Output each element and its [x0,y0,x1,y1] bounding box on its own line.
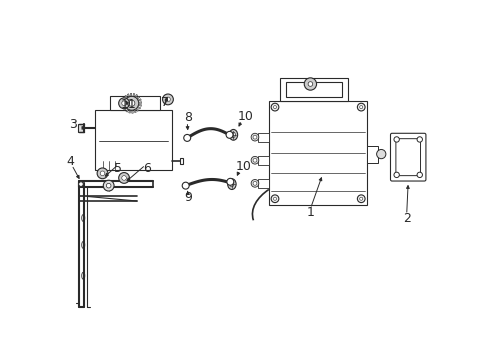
Text: 8: 8 [184,111,192,125]
Circle shape [106,183,111,188]
Wedge shape [136,108,139,111]
Text: 2: 2 [403,212,411,225]
Circle shape [253,135,257,139]
Circle shape [184,134,191,141]
Ellipse shape [82,215,85,221]
Bar [179,158,183,164]
Ellipse shape [230,181,234,187]
Circle shape [166,97,171,102]
Circle shape [394,137,399,142]
Circle shape [417,172,422,177]
Circle shape [273,197,276,200]
Wedge shape [130,93,132,96]
Circle shape [271,195,279,203]
Circle shape [125,96,139,110]
Text: 9: 9 [184,192,192,204]
Circle shape [119,98,129,109]
Circle shape [122,176,126,180]
Ellipse shape [82,242,85,248]
Circle shape [251,156,259,164]
Circle shape [271,103,279,111]
Ellipse shape [229,130,238,140]
Wedge shape [129,110,131,113]
Circle shape [308,82,313,86]
Text: 7: 7 [161,96,169,109]
Circle shape [122,101,126,105]
Wedge shape [123,97,126,100]
Circle shape [360,105,363,109]
Circle shape [251,133,259,141]
Circle shape [100,171,105,176]
Wedge shape [137,96,140,99]
Bar [269,101,368,205]
Bar [258,132,269,142]
Text: 5: 5 [114,162,122,175]
Ellipse shape [228,179,236,189]
Wedge shape [135,94,138,98]
Wedge shape [132,110,133,113]
Bar [110,96,160,110]
Bar [280,78,348,101]
Circle shape [97,168,108,179]
FancyBboxPatch shape [396,139,420,176]
Wedge shape [122,103,125,105]
Circle shape [251,180,259,187]
Ellipse shape [231,132,235,138]
Wedge shape [122,105,125,108]
Text: 3: 3 [69,118,77,131]
Circle shape [182,182,189,189]
Wedge shape [139,102,142,103]
Circle shape [227,178,234,185]
Text: 10: 10 [236,160,251,173]
Wedge shape [124,95,128,98]
Bar [368,145,378,163]
Circle shape [253,181,257,185]
Bar [78,124,84,132]
Circle shape [78,182,83,186]
Wedge shape [123,107,127,110]
Bar [258,179,269,188]
Text: 10: 10 [238,110,254,123]
Circle shape [357,103,365,111]
Circle shape [119,172,129,183]
Wedge shape [134,109,136,113]
Wedge shape [127,94,130,97]
Circle shape [417,137,422,142]
Text: 11: 11 [121,98,137,111]
Bar [286,82,342,97]
Circle shape [357,195,365,203]
Text: 6: 6 [143,162,151,175]
Circle shape [377,149,386,159]
Wedge shape [122,100,125,102]
Wedge shape [138,99,141,101]
Wedge shape [137,107,141,109]
Wedge shape [133,93,135,97]
Text: 1: 1 [306,206,315,219]
FancyBboxPatch shape [391,133,426,181]
Circle shape [103,180,114,191]
Text: 4: 4 [66,154,74,167]
Circle shape [253,158,257,162]
Circle shape [360,197,363,200]
Wedge shape [138,104,142,106]
Circle shape [394,172,399,177]
Circle shape [304,78,317,90]
Circle shape [226,131,233,138]
Circle shape [273,105,276,109]
Circle shape [163,94,173,105]
Bar [258,156,269,165]
Bar [95,110,172,170]
Circle shape [129,100,135,106]
Ellipse shape [82,272,85,279]
Wedge shape [126,109,129,112]
